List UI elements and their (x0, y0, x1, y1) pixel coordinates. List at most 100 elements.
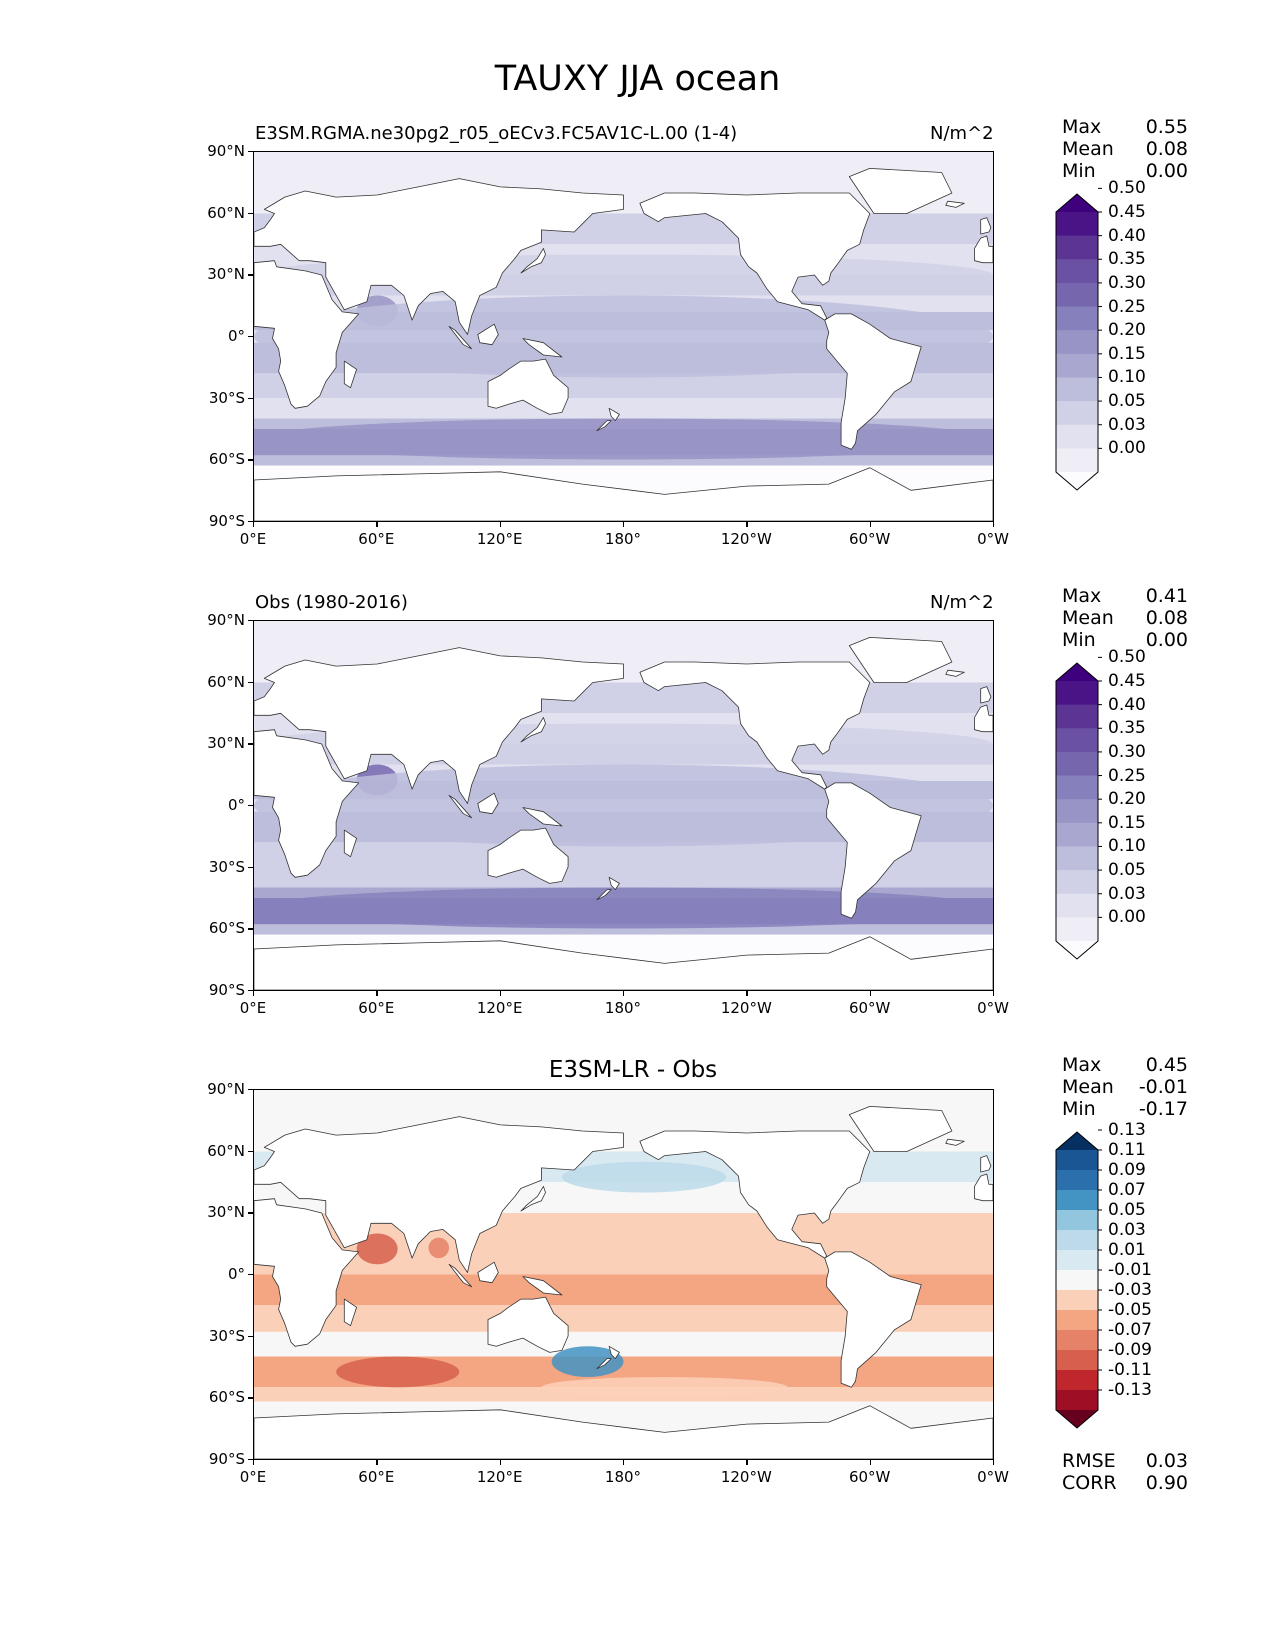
x-tick-mark (993, 991, 995, 996)
stat-mean-label: Mean (1062, 1076, 1114, 1098)
colorbar-swatch (1056, 259, 1098, 284)
colorbar-extend-min (1056, 472, 1098, 490)
y-tick-label: 60°N (207, 203, 245, 222)
colorbar-swatch (1056, 870, 1098, 895)
colorbar-level-label: 0.30 (1108, 741, 1146, 762)
land-europe-east (974, 704, 993, 733)
y-tick-mark (248, 1335, 253, 1337)
land-iceland (945, 669, 965, 677)
colorbar-swatch (1056, 377, 1098, 402)
land-madagascar (343, 360, 357, 389)
land-north-america (639, 661, 871, 790)
colorbar-swatch (1056, 1310, 1098, 1331)
region-southern-ocean-storm-track (254, 418, 993, 460)
x-tick-label: 120°W (720, 1468, 772, 1486)
colorbar-level-label: 0.13 (1108, 1120, 1146, 1140)
y-tick-mark (248, 1397, 253, 1399)
land-antarctica (254, 1405, 993, 1459)
colorbar-level-label: 0.09 (1108, 1160, 1146, 1180)
land-africa (254, 260, 360, 409)
y-tick-mark (248, 1459, 253, 1461)
region-southern-ocean-storm-track (254, 887, 993, 929)
colorbar-level-label: 0.11 (1108, 1140, 1146, 1160)
region-bay-of-bengal (428, 1237, 450, 1259)
x-tick-label: 180° (604, 999, 642, 1017)
land-australia (487, 1296, 569, 1353)
y-tick-label: 60°S (208, 450, 245, 469)
x-tick-mark (253, 522, 255, 527)
land-south-america (824, 782, 922, 919)
y-tick-mark (248, 397, 253, 399)
land-japan (520, 1186, 546, 1212)
y-tick-mark (248, 928, 253, 930)
land-sumatra (448, 325, 472, 350)
y-tick-label: 30°S (208, 388, 245, 407)
y-tick-label: 90°N (207, 142, 245, 160)
land-eurasia (254, 647, 624, 804)
colorbar-extend-min (1056, 941, 1098, 959)
colorbar-swatch (1056, 212, 1098, 237)
colorbar-level-label: 0.00 (1108, 907, 1146, 928)
x-tick-mark (376, 1460, 378, 1465)
stat-max-value: 0.55 (1145, 116, 1188, 138)
colorbar (1055, 187, 1102, 491)
colorbar-level-label: 0.05 (1108, 860, 1146, 881)
y-tick-mark (248, 866, 253, 868)
colorbar-level-label: 0.20 (1108, 320, 1146, 341)
land-australia (487, 358, 569, 415)
colorbar-level-label: -0.05 (1108, 1300, 1152, 1320)
colorbar-extend-min (1056, 1410, 1098, 1428)
x-tick-label: 60°E (358, 999, 395, 1017)
colorbar-swatch (1056, 448, 1098, 473)
y-tick-label: 60°N (207, 1141, 245, 1160)
colorbar-swatch (1056, 1350, 1098, 1371)
colorbar-outline (1055, 662, 1099, 960)
region-south-indian-ocean (336, 1356, 460, 1388)
y-tick-mark (248, 459, 253, 461)
y-tick-label: 0° (227, 327, 245, 345)
x-tick-mark (869, 522, 871, 527)
colorbar-swatch (1056, 1330, 1098, 1351)
stat-mean-value: 0.08 (1145, 138, 1188, 160)
colorbar-swatch (1056, 751, 1098, 777)
colorbar-level-label: 0.00 (1108, 438, 1146, 459)
land-south-america (824, 1251, 922, 1388)
panel-model: E3SM.RGMA.ne30pg2_r05_oECv3.FC5AV1C-L.00… (0, 116, 1275, 556)
field-band (254, 398, 993, 419)
y-tick-label: 90°S (208, 512, 245, 530)
x-tick-label: 60°W (848, 999, 891, 1017)
land-japan (520, 248, 546, 274)
x-tick-mark (623, 1460, 625, 1465)
land-greenland (848, 637, 953, 683)
colorbar-level-label: 0.01 (1108, 1240, 1146, 1260)
x-tick-mark (746, 991, 748, 996)
y-tick-mark (248, 620, 253, 622)
colorbar-swatch (1056, 681, 1098, 706)
land-sumatra (448, 1263, 472, 1288)
x-tick-mark (746, 522, 748, 527)
stat-mean-label: Mean (1062, 607, 1114, 629)
land-north-america (639, 192, 871, 321)
land-uk (980, 1155, 992, 1173)
colorbar-swatch (1056, 893, 1098, 918)
land-borneo (477, 792, 499, 815)
colorbar-swatch (1056, 917, 1098, 942)
land-new-guinea (522, 338, 563, 358)
stat-min-label: Min (1062, 1098, 1096, 1120)
colorbar-swatch (1056, 1370, 1098, 1391)
y-tick-mark (248, 1089, 253, 1091)
colorbar-swatch (1056, 1230, 1098, 1251)
stat-mean-value: -0.01 (1138, 1076, 1188, 1098)
y-tick-mark (248, 212, 253, 214)
y-tick-mark (248, 521, 253, 523)
land-uk (980, 686, 992, 704)
colorbar-level-label: 0.10 (1108, 836, 1146, 857)
x-tick-mark (869, 991, 871, 996)
stat-max-value: 0.45 (1145, 1054, 1188, 1076)
land-north-america (639, 1130, 871, 1259)
colorbar-swatch (1056, 424, 1098, 449)
x-tick-mark (993, 522, 995, 527)
x-tick-label: 0°W (977, 530, 1009, 548)
stat-mean-label: Mean (1062, 138, 1114, 160)
stat-max-label: Max (1062, 585, 1102, 607)
